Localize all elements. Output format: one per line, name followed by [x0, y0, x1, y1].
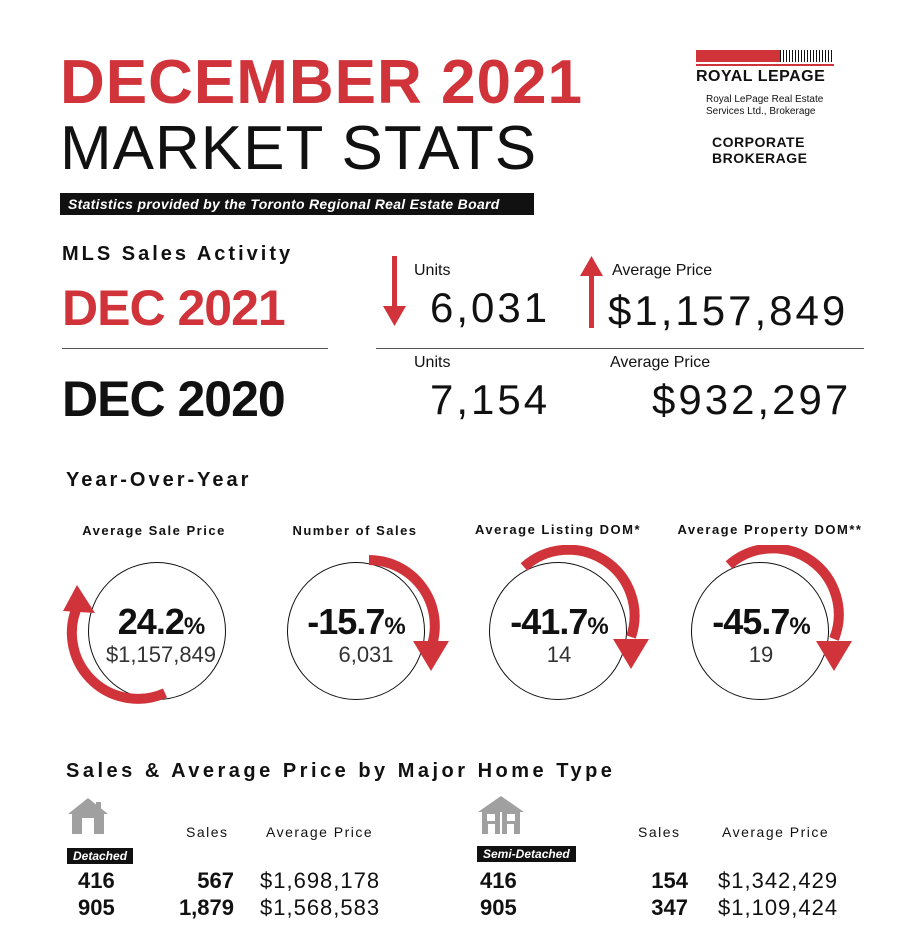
previous-price-label: Average Price [610, 354, 711, 371]
metric-title-avg-sale-price: Average Sale Price [82, 523, 226, 538]
detached-416-area: 416 [78, 868, 115, 893]
metric-title-number-of-sales: Number of Sales [292, 523, 418, 538]
title-line-2: MARKET STATS [60, 114, 538, 183]
current-price-label: Average Price [612, 262, 713, 279]
corporate-label-2: BROKERAGE [712, 150, 808, 166]
logo-subtitle-2: Services Ltd., Brokerage [706, 106, 816, 117]
divider-right [376, 348, 864, 349]
metric-title-avg-property-dom: Average Property DOM** [677, 522, 863, 537]
metric-pct: 24.2% [76, 604, 246, 640]
metric-pct-sign: % [789, 613, 810, 640]
metric-title-avg-listing-dom: Average Listing DOM* [474, 522, 642, 537]
down-arc-arrow-icon [520, 545, 649, 669]
metric-pct-sign: % [183, 613, 205, 640]
logo-subtitle-1: Royal LePage Real Estate [706, 94, 824, 105]
previous-price-value: $932,297 [652, 376, 852, 423]
detached-tag: Detached [67, 848, 134, 864]
royal-lepage-logo: ROYAL LEPAGE Royal LePage Real Estate Se… [696, 50, 834, 166]
semi-905-price: $1,109,424 [718, 895, 839, 920]
metric-pct: -45.7% [676, 604, 846, 640]
detached-905-sales: 1,879 [178, 895, 234, 920]
metric-pct-value: 24.2 [117, 601, 185, 642]
house-icon [68, 798, 108, 834]
metric-value: 19 [748, 642, 774, 667]
current-units-value: 6,031 [430, 284, 551, 331]
logo-bar [696, 50, 834, 62]
metric-circle [287, 562, 425, 700]
metric-value: $1,157,849 [105, 642, 217, 667]
metric-value: 14 [546, 642, 572, 667]
semi-905-area: 905 [480, 895, 517, 920]
previous-units-label: Units [414, 354, 451, 371]
semi-905-sales: 347 [651, 895, 688, 920]
detached-price-header: Average Price [266, 824, 374, 840]
yoy-heading: Year-Over-Year [66, 469, 252, 491]
mls-heading: MLS Sales Activity [62, 243, 294, 265]
metric-circle [691, 562, 829, 700]
previous-date: DEC 2020 [62, 371, 286, 427]
metric-pct-value: -45.7 [712, 601, 790, 642]
down-arc-arrow-icon [725, 545, 852, 671]
metric-value: 6,031 [338, 642, 394, 667]
detached-416-price: $1,698,178 [260, 868, 381, 893]
semi-detached-tag: Semi-Detached [477, 846, 576, 862]
units-down-arrow-icon [383, 256, 406, 326]
current-date: DEC 2021 [62, 280, 286, 336]
detached-905-area: 905 [78, 895, 115, 920]
metric-pct-sign: % [384, 613, 405, 640]
home-type-heading: Sales & Average Price by Major Home Type [66, 760, 616, 782]
logo-name: ROYAL LEPAGE [696, 64, 834, 86]
detached-905-price: $1,568,583 [260, 895, 381, 920]
price-up-arrow-icon [580, 256, 603, 328]
metric-pct-value: -41.7 [510, 601, 588, 642]
divider-left [62, 348, 328, 349]
semi-416-sales: 154 [651, 868, 688, 893]
down-arc-arrow-icon [368, 555, 449, 671]
semi-sales-header: Sales [638, 824, 681, 840]
metric-circle [489, 562, 627, 700]
semi-price-header: Average Price [722, 824, 830, 840]
metric-pct-value: -15.7 [307, 601, 385, 642]
metric-pct: -15.7% [271, 604, 441, 640]
corporate-label-1: CORPORATE [712, 134, 805, 150]
metric-pct: -41.7% [474, 604, 644, 640]
detached-sales-header: Sales [186, 824, 229, 840]
semi-416-area: 416 [480, 868, 517, 893]
up-arc-arrow-icon [63, 585, 168, 704]
source-banner: Statistics provided by the Toronto Regio… [60, 193, 534, 215]
current-units-label: Units [414, 262, 451, 279]
semi-416-price: $1,342,429 [718, 868, 839, 893]
previous-units-value: 7,154 [430, 376, 551, 423]
current-price-value: $1,157,849 [608, 287, 849, 334]
semi-detached-house-icon [478, 796, 524, 834]
metric-pct-sign: % [587, 613, 608, 640]
detached-416-sales: 567 [197, 868, 234, 893]
title-line-1: DECEMBER 2021 [60, 48, 583, 117]
